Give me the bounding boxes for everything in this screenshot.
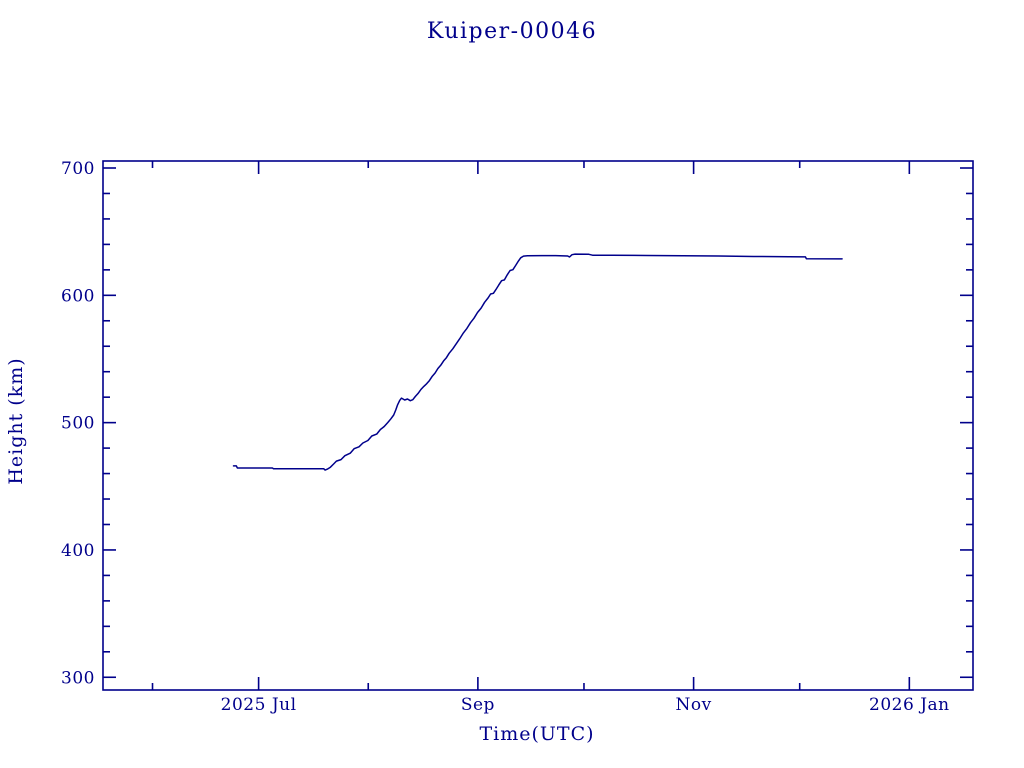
- y-axis-label: Height (km): [5, 357, 27, 484]
- chart-title: Kuiper-00046: [427, 19, 597, 44]
- x-tick-label: Sep: [461, 695, 495, 715]
- x-axis-label: Time(UTC): [479, 723, 594, 745]
- y-tick-label: 600: [61, 286, 95, 306]
- x-tick-label: 2026 Jan: [869, 695, 950, 715]
- y-tick-label: 700: [61, 159, 95, 179]
- y-tick-label: 300: [61, 668, 95, 688]
- x-tick-label: Nov: [676, 695, 712, 715]
- x-tick-label: 2025 Jul: [221, 695, 297, 715]
- y-tick-label: 500: [61, 414, 95, 434]
- plot-frame: [102, 160, 974, 691]
- y-tick-label: 400: [61, 541, 95, 561]
- plot-area: 2025 Jul Sep Nov 2026 Jan 300 400 500 600 700: [61, 159, 974, 715]
- height-series-line: [232, 253, 843, 471]
